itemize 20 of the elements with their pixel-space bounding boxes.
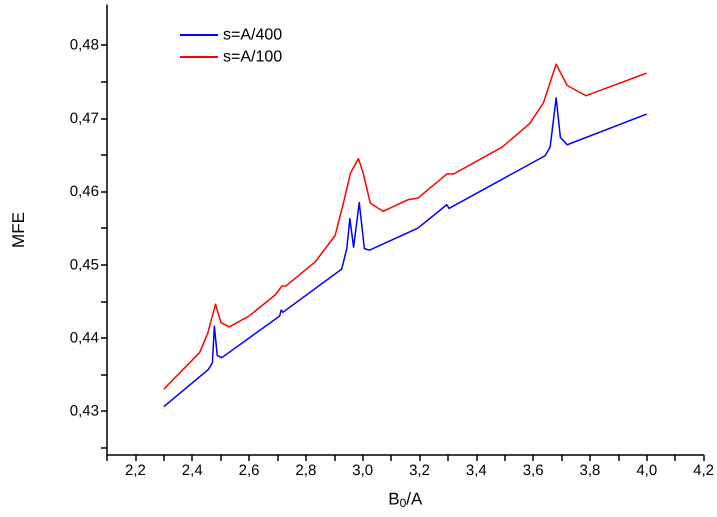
y-tick-label: 0,48	[70, 36, 99, 54]
x-tick-label: 2,6	[238, 462, 260, 479]
x-tick-label: 4,2	[693, 462, 714, 479]
y-tick-label: 0,47	[70, 110, 99, 127]
x-tick-label: 2,8	[295, 462, 316, 479]
y-tick-label: 0,45	[70, 256, 99, 274]
y-tick-label: 0,43	[70, 402, 99, 420]
y-axis-title: MFE	[9, 212, 28, 248]
x-tick-label: 2,2	[124, 462, 146, 479]
y-tick-label: 0,46	[70, 183, 99, 200]
x-tick-label: 3,2	[409, 462, 430, 479]
x-tick-label: 3,8	[580, 462, 600, 479]
y-tick-label: 0,44	[70, 329, 99, 346]
legend-label: s=A/400	[223, 26, 282, 44]
x-tick-label: 3,0	[352, 462, 374, 479]
legend-label: s=A/100	[223, 48, 282, 66]
x-tick-label: 3,6	[522, 462, 544, 479]
x-tick-label: 2,4	[182, 462, 203, 479]
x-tick-label: 4,0	[636, 462, 658, 479]
x-tick-label: 3,4	[466, 462, 487, 479]
